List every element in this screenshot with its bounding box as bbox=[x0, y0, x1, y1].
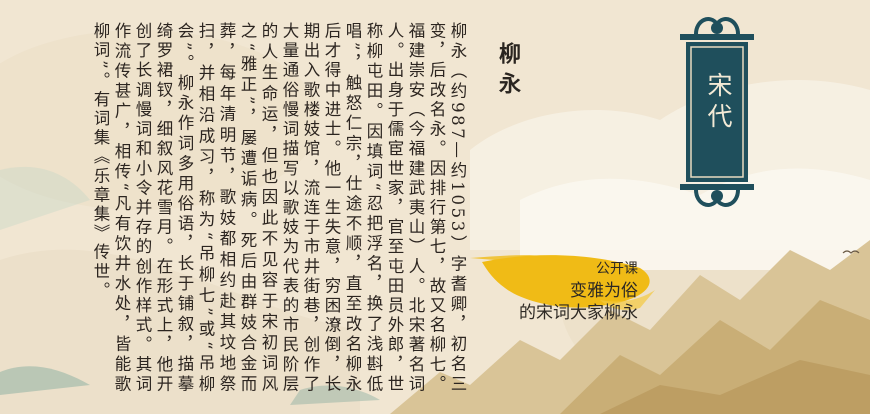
dynasty-label: 宋代 bbox=[698, 72, 736, 134]
course-title-line2: 的宋词大家柳永 bbox=[519, 302, 638, 324]
poet-name-title: 柳永 bbox=[492, 42, 524, 102]
course-title-line1: 变雅为俗 bbox=[519, 280, 638, 302]
poet-biography: 柳永（约987—约1053）字耆卿，初名三变，后改名永。因排行第七，故又名柳七。… bbox=[28, 22, 468, 394]
course-caption: 公开课 变雅为俗 的宋词大家柳永 bbox=[519, 258, 638, 324]
course-label: 公开课 bbox=[519, 258, 638, 280]
